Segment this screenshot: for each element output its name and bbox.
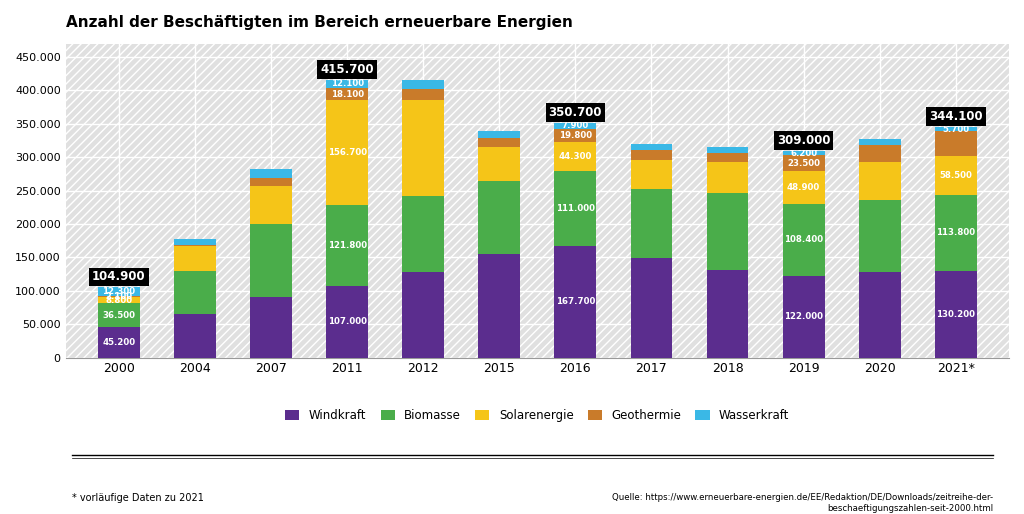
Bar <box>707 193 749 270</box>
Text: 48.900: 48.900 <box>787 183 820 192</box>
Bar <box>250 169 292 178</box>
Legend: Windkraft, Biomasse, Solarenergie, Geothermie, Wasserkraft: Windkraft, Biomasse, Solarenergie, Geoth… <box>281 404 794 427</box>
Bar <box>631 258 673 358</box>
Bar <box>402 100 444 196</box>
Bar <box>782 204 824 276</box>
Bar <box>402 272 444 358</box>
Text: 18.100: 18.100 <box>331 89 364 99</box>
Text: 8.800: 8.800 <box>105 296 132 304</box>
Text: 7.900: 7.900 <box>562 121 589 131</box>
Bar <box>859 145 900 162</box>
Bar <box>174 246 216 271</box>
Bar <box>327 80 368 88</box>
Bar <box>174 314 216 358</box>
Text: 12.100: 12.100 <box>331 80 364 88</box>
Bar <box>859 162 900 200</box>
Bar <box>935 156 977 195</box>
Bar <box>631 151 673 160</box>
Bar <box>707 153 749 162</box>
Bar <box>327 100 368 205</box>
Text: 36.500: 36.500 <box>102 310 135 320</box>
Text: 309.000: 309.000 <box>777 134 830 147</box>
Bar <box>174 271 216 314</box>
Text: 108.400: 108.400 <box>784 235 823 244</box>
Text: 104.900: 104.900 <box>92 270 145 283</box>
Text: 45.200: 45.200 <box>102 338 135 347</box>
Bar <box>707 162 749 193</box>
Text: 19.800: 19.800 <box>559 131 592 140</box>
Text: 415.700: 415.700 <box>321 63 374 76</box>
Text: 111.000: 111.000 <box>556 204 595 213</box>
Text: 113.800: 113.800 <box>936 228 975 237</box>
Bar <box>707 148 749 153</box>
Bar <box>554 171 596 246</box>
Text: 350.700: 350.700 <box>549 106 602 119</box>
Bar <box>631 160 673 189</box>
Bar <box>478 148 520 181</box>
Bar <box>98 303 140 327</box>
Bar <box>935 131 977 156</box>
Text: 6.200: 6.200 <box>791 149 817 158</box>
Text: 156.700: 156.700 <box>328 148 367 157</box>
Text: Quelle: https://www.erneuerbare-energien.de/EE/Redaktion/DE/Downloads/zeitreihe-: Quelle: https://www.erneuerbare-energien… <box>612 493 993 513</box>
Bar <box>250 178 292 186</box>
Text: Anzahl der Beschäftigten im Bereich erneuerbare Energien: Anzahl der Beschäftigten im Bereich erne… <box>66 15 572 30</box>
Bar <box>98 297 140 303</box>
Text: * vorläufige Daten zu 2021: * vorläufige Daten zu 2021 <box>72 493 204 503</box>
Bar <box>554 246 596 358</box>
Bar <box>631 144 673 151</box>
Bar <box>478 254 520 358</box>
Text: 167.700: 167.700 <box>556 297 595 306</box>
Bar <box>327 286 368 358</box>
Bar <box>631 189 673 258</box>
Text: 2.100: 2.100 <box>105 292 132 301</box>
Text: 5.700: 5.700 <box>942 125 970 134</box>
Bar <box>250 298 292 358</box>
Bar <box>98 287 140 296</box>
Text: 344.100: 344.100 <box>929 111 983 123</box>
Text: 12.300: 12.300 <box>102 287 135 296</box>
Text: 107.000: 107.000 <box>328 317 367 326</box>
Bar <box>782 171 824 204</box>
Bar <box>402 80 444 89</box>
Bar <box>98 327 140 358</box>
Bar <box>935 270 977 358</box>
Bar <box>327 205 368 286</box>
Bar <box>174 245 216 246</box>
Bar <box>935 127 977 131</box>
Bar <box>782 276 824 358</box>
Bar <box>859 271 900 358</box>
Bar <box>782 155 824 171</box>
Text: 130.200: 130.200 <box>936 309 975 319</box>
Bar <box>478 138 520 148</box>
Text: 122.000: 122.000 <box>784 313 823 321</box>
Bar <box>478 131 520 138</box>
Bar <box>250 224 292 298</box>
Text: 23.500: 23.500 <box>787 159 820 168</box>
Bar <box>98 296 140 297</box>
Bar <box>859 139 900 145</box>
Bar <box>707 270 749 358</box>
Text: 58.500: 58.500 <box>939 171 972 179</box>
Bar <box>782 151 824 155</box>
Bar <box>554 123 596 128</box>
Bar <box>859 200 900 271</box>
Text: 44.300: 44.300 <box>559 152 592 161</box>
Bar <box>402 196 444 272</box>
Bar <box>554 142 596 171</box>
Bar <box>174 239 216 245</box>
Bar <box>554 128 596 142</box>
Bar <box>327 88 368 100</box>
Bar <box>402 89 444 100</box>
Bar <box>478 181 520 254</box>
Bar <box>935 195 977 270</box>
Text: 121.800: 121.800 <box>328 241 367 250</box>
Bar <box>250 186 292 224</box>
